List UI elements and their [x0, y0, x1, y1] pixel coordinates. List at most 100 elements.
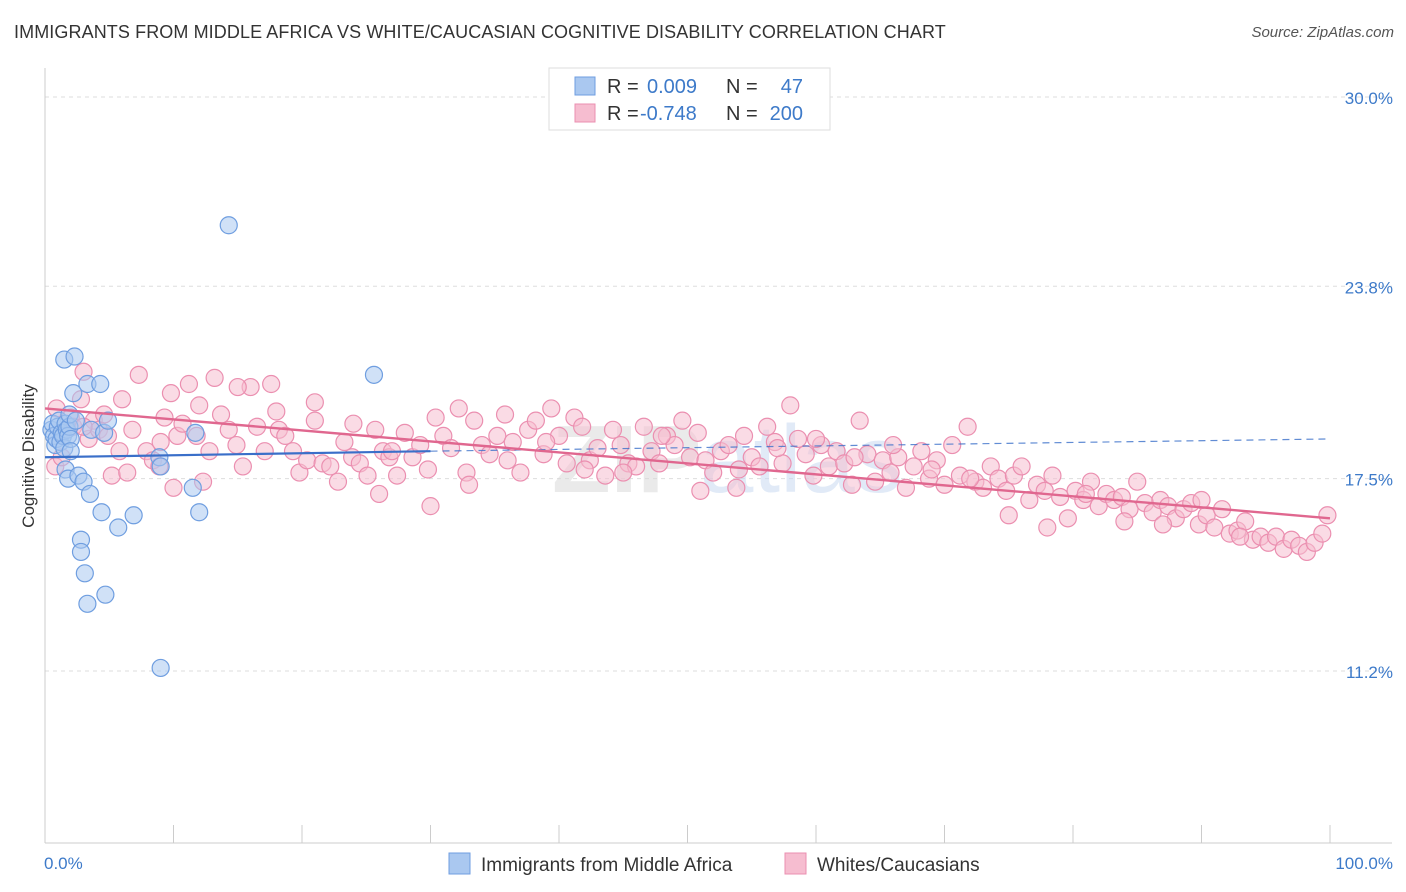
- whites-caucasians-point-194: [498, 451, 517, 470]
- middle-africa-point-27: [61, 442, 80, 461]
- middle-africa-point-44: [190, 503, 209, 522]
- whites-caucasians-point-182: [999, 506, 1018, 525]
- whites-caucasians-point-192: [575, 460, 594, 479]
- whites-caucasians-point-15: [123, 420, 142, 439]
- whites-caucasians-point-195: [459, 475, 479, 494]
- whites-caucasians-point-115: [866, 472, 885, 491]
- whites-caucasians-point-106: [796, 445, 815, 464]
- whites-caucasians-point-57: [418, 460, 438, 479]
- whites-caucasians-point-180: [1230, 527, 1250, 546]
- trend-lines: [44, 407, 1331, 520]
- x-tick-label-max: 100.0%: [1335, 854, 1393, 873]
- legend-r-label-pink: R =: [607, 103, 639, 125]
- middle-africa-point-25: [98, 411, 118, 430]
- whites-caucasians-point-185: [845, 448, 864, 467]
- whites-caucasians-point-44: [321, 457, 340, 476]
- whites-caucasians-points: [46, 362, 1337, 562]
- whites-caucasians-point-187: [768, 439, 787, 458]
- middle-africa-point-45: [219, 216, 238, 235]
- whites-caucasians-point-31: [227, 435, 246, 455]
- whites-caucasians-point-85: [634, 417, 653, 436]
- middle-africa-point-38: [78, 594, 97, 613]
- whites-caucasians-point-173: [1313, 524, 1332, 543]
- whites-caucasians-point-134: [1012, 457, 1031, 476]
- whites-caucasians-point-100: [750, 457, 769, 476]
- series-legend: Immigrants from Middle Africa Whites/Cau…: [448, 852, 980, 876]
- whites-caucasians-point-206: [164, 478, 183, 497]
- y-tick-label-0: 30.0%: [1345, 89, 1393, 108]
- whites-caucasians-point-140: [1058, 509, 1077, 528]
- whites-caucasians-point-68: [503, 432, 522, 452]
- whites-caucasians-point-199: [305, 393, 324, 412]
- middle-africa-point-43: [183, 478, 202, 497]
- whites-caucasians-point-190: [652, 426, 671, 446]
- whites-caucasians-point-54: [395, 423, 414, 442]
- x-tick-label-min: 0.0%: [44, 854, 83, 873]
- y-axis-title: Cognitive Disability: [19, 384, 38, 528]
- legend-n-label-blue: N =: [726, 76, 758, 98]
- legend-swatch-blue: [574, 76, 596, 96]
- whites-caucasians-point-89: [665, 435, 684, 455]
- middle-africa-point-22: [66, 411, 85, 430]
- whites-caucasians-point-87: [650, 454, 669, 473]
- middle-africa-point-17: [65, 347, 84, 366]
- whites-caucasians-point-73: [542, 399, 561, 418]
- whites-caucasians-point-97: [727, 478, 746, 497]
- whites-caucasians-point-181: [961, 469, 980, 488]
- whites-caucasians-point-80: [596, 466, 615, 485]
- y-tick-label-1: 23.8%: [1345, 278, 1393, 297]
- legend-swatch-pink: [574, 103, 596, 123]
- whites-caucasians-point-189: [691, 481, 710, 500]
- whites-caucasians-point-117: [881, 463, 900, 482]
- legend-n-value-blue: 47: [781, 76, 803, 98]
- whites-caucasians-point-16: [129, 365, 148, 384]
- whites-caucasians-point-203: [151, 432, 170, 452]
- whites-caucasians-point-204: [112, 390, 132, 409]
- whites-caucasians-point-159: [1205, 518, 1224, 537]
- whites-caucasians-point-14: [118, 463, 137, 482]
- whites-caucasians-point-42: [305, 411, 324, 430]
- middle-africa-point-39: [96, 585, 115, 604]
- whites-caucasians-point-66: [488, 426, 507, 446]
- legend-n-label-pink: N =: [726, 103, 758, 125]
- whites-caucasians-point-67: [495, 405, 515, 424]
- y-tick-label-3: 11.2%: [1346, 663, 1393, 682]
- middle-africa-point-21: [91, 374, 110, 394]
- series-swatch-blue: [448, 852, 471, 875]
- whites-caucasians-point-27: [200, 442, 219, 461]
- legend-r-value-blue: 0.009: [647, 76, 697, 98]
- whites-caucasians-point-38: [276, 426, 295, 446]
- whites-caucasians-point-109: [819, 457, 838, 476]
- middle-africa-point-18: [64, 384, 83, 403]
- whites-caucasians-point-98: [734, 426, 754, 446]
- whites-caucasians-point-193: [537, 432, 556, 452]
- whites-caucasians-point-176: [1076, 484, 1095, 504]
- middle-africa-point-41: [151, 457, 170, 476]
- whites-caucasians-point-200: [267, 402, 286, 421]
- whites-caucasians-point-58: [426, 408, 445, 427]
- whites-caucasians-point-24: [179, 374, 199, 394]
- whites-caucasians-point-61: [449, 399, 468, 418]
- middle-africa-point-42: [186, 423, 205, 442]
- whites-caucasians-point-202: [190, 396, 209, 415]
- y-tick-label-2: 17.5%: [1345, 471, 1393, 490]
- whites-caucasians-point-103: [773, 454, 792, 473]
- middle-africa-point-36: [71, 542, 91, 562]
- whites-caucasians-trend-line: [44, 407, 1331, 520]
- whites-caucasians-point-81: [603, 420, 623, 439]
- legend-r-value-pink: -0.748: [640, 103, 697, 125]
- series-label-pink: Whites/Caucasians: [817, 855, 980, 876]
- whites-caucasians-point-201: [228, 377, 247, 397]
- whites-caucasians-point-29: [211, 405, 231, 424]
- whites-caucasians-point-69: [511, 463, 530, 482]
- whites-caucasians-point-92: [688, 423, 707, 442]
- correlation-legend: R = 0.009 N = 47 R = -0.748 N = 200: [548, 67, 831, 131]
- whites-caucasians-point-207: [370, 484, 389, 504]
- whites-caucasians-point-191: [614, 463, 633, 482]
- whites-caucasians-point-183: [922, 460, 941, 479]
- series-swatch-pink: [784, 852, 807, 875]
- chart-title: IMMIGRANTS FROM MIDDLE AFRICA VS WHITE/C…: [14, 22, 946, 42]
- whites-caucasians-point-36: [262, 374, 281, 394]
- middle-africa-point-37: [75, 564, 94, 583]
- whites-caucasians-point-82: [611, 435, 630, 455]
